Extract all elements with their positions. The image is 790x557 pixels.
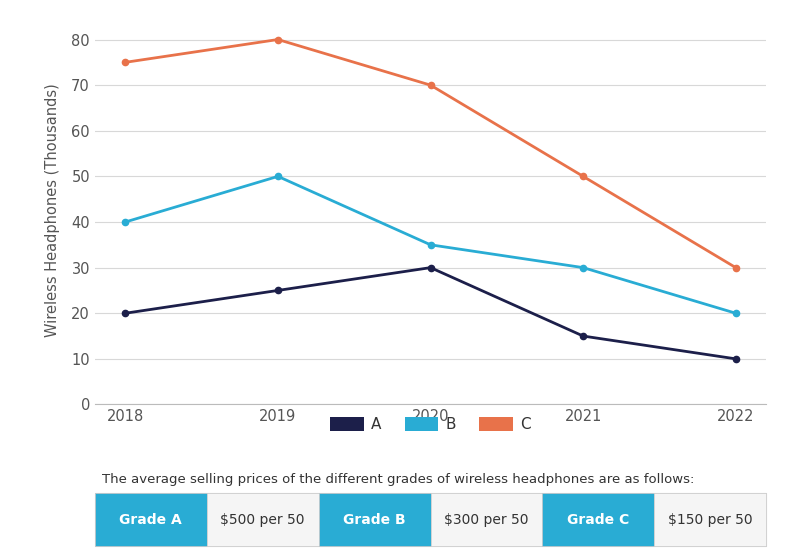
Text: Grade B: Grade B	[344, 512, 406, 526]
Text: Grade A: Grade A	[119, 512, 182, 526]
FancyBboxPatch shape	[543, 494, 654, 546]
FancyBboxPatch shape	[431, 494, 543, 546]
FancyBboxPatch shape	[654, 494, 766, 546]
FancyBboxPatch shape	[318, 494, 431, 546]
Y-axis label: Wireless Headphones (Thousands): Wireless Headphones (Thousands)	[45, 84, 60, 338]
Text: The average selling prices of the different grades of wireless headphones are as: The average selling prices of the differ…	[101, 473, 694, 486]
Legend: A, B, C: A, B, C	[324, 411, 537, 438]
Text: Grade C: Grade C	[567, 512, 630, 526]
Text: $500 per 50: $500 per 50	[220, 512, 305, 526]
FancyBboxPatch shape	[95, 494, 207, 546]
Text: $300 per 50: $300 per 50	[444, 512, 529, 526]
Text: $150 per 50: $150 per 50	[668, 512, 753, 526]
FancyBboxPatch shape	[207, 494, 318, 546]
